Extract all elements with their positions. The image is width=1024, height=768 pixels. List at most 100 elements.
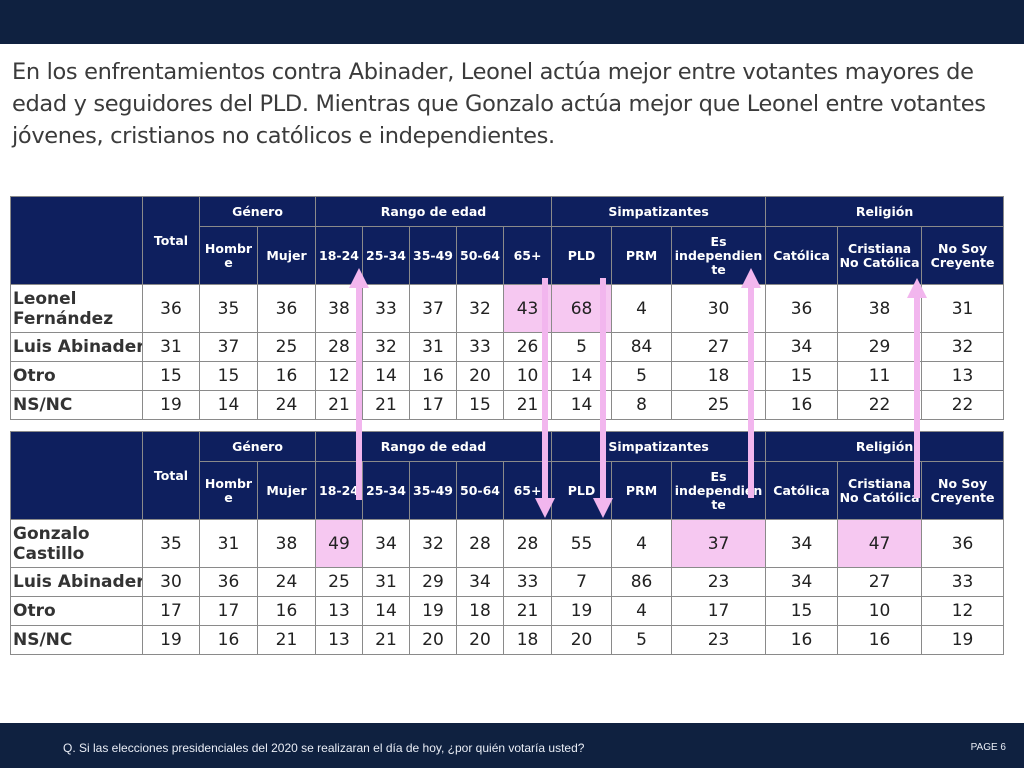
- header-col-50-64: 50-64: [456, 461, 504, 520]
- highlighted-cell: 37: [671, 519, 767, 568]
- table-cell: 34: [765, 519, 839, 568]
- header-col-prm: PRM: [611, 461, 673, 520]
- table-cell: 4: [611, 596, 673, 626]
- table-cell: 15: [456, 390, 504, 420]
- header-corner: [10, 431, 143, 520]
- header-corner: [10, 196, 143, 285]
- table-cell: 32: [362, 332, 410, 362]
- table-cell: 7: [551, 567, 613, 597]
- table-cell: 16: [199, 625, 258, 655]
- table-cell: 25: [257, 332, 316, 362]
- table-cell: 23: [671, 567, 767, 597]
- table-cell: 32: [456, 284, 504, 333]
- table-cell: 28: [502, 519, 553, 568]
- table-cell: 17: [199, 596, 258, 626]
- highlighted-cell: 49: [315, 519, 363, 568]
- bottom-banner: [0, 723, 1024, 768]
- header-col-mujer: Mujer: [257, 226, 316, 285]
- table-cell: 31: [921, 284, 1005, 333]
- row-label: Leonel Fernández: [10, 284, 143, 333]
- header-total: Total: [142, 431, 200, 520]
- table-cell: 27: [671, 332, 767, 362]
- table-cell: 17: [409, 390, 457, 420]
- header-col-pld: PLD: [551, 226, 613, 285]
- table-cell: 36: [142, 284, 200, 333]
- table-cell: 16: [765, 390, 839, 420]
- table-cell: 15: [765, 596, 839, 626]
- table-row: Leonel Fernández 36 35 36 38 33 37 32 43…: [10, 284, 1005, 333]
- table-cell: 31: [362, 567, 410, 597]
- header-total: Total: [142, 196, 200, 285]
- highlighted-cell: 43: [502, 284, 553, 333]
- table-cell: 20: [409, 625, 457, 655]
- table-cell: 13: [921, 361, 1005, 391]
- table-cell: 20: [551, 625, 613, 655]
- table-cell: 31: [142, 332, 200, 362]
- header-col-pld: PLD: [551, 461, 613, 520]
- table-cell: 26: [502, 332, 553, 362]
- table-cell: 16: [257, 361, 316, 391]
- row-label: Otro: [10, 361, 143, 391]
- table-cell: 18: [671, 361, 767, 391]
- header-group-genero: Género: [199, 431, 316, 462]
- top-banner: [0, 0, 1024, 44]
- header-col-35-49: 35-49: [409, 461, 457, 520]
- header-col-50-64: 50-64: [456, 226, 504, 285]
- table-cell: 20: [456, 625, 504, 655]
- row-label: NS/NC: [10, 625, 143, 655]
- table-row: Luis Abinader 30 36 24 25 31 29 34 33 7 …: [10, 567, 1005, 597]
- header-col-catolica: Católica: [765, 461, 839, 520]
- header-group-genero: Género: [199, 196, 316, 227]
- table-cell: 35: [142, 519, 200, 568]
- row-label: Luis Abinader: [10, 567, 143, 597]
- table-cell: 36: [199, 567, 258, 597]
- table-cell: 5: [551, 332, 613, 362]
- table-cell: 29: [837, 332, 923, 362]
- table-cell: 33: [502, 567, 553, 597]
- table-cell: 14: [551, 361, 613, 391]
- table-cell: 19: [142, 390, 200, 420]
- table-cell: 31: [409, 332, 457, 362]
- table-cell: 4: [611, 519, 673, 568]
- table-cell: 32: [921, 332, 1005, 362]
- table-cell: 27: [837, 567, 923, 597]
- row-label: Gonzalo Castillo: [10, 519, 143, 568]
- table-cell: 14: [551, 390, 613, 420]
- table-cell: 34: [456, 567, 504, 597]
- header-group-religion: Religión: [765, 196, 1005, 227]
- header-col-25-34: 25-34: [362, 461, 410, 520]
- table-cell: 21: [502, 596, 553, 626]
- header-group-edad: Rango de edad: [314, 431, 553, 462]
- header-col-65plus: 65+: [502, 461, 553, 520]
- header-col-prm: PRM: [611, 226, 673, 285]
- table-cell: 20: [456, 361, 504, 391]
- slide-title: En los enfrentamientos contra Abinader, …: [12, 59, 986, 149]
- table-cell: 22: [921, 390, 1005, 420]
- table-cell: 15: [199, 361, 258, 391]
- row-label: NS/NC: [10, 390, 143, 420]
- table-cell: 13: [315, 596, 363, 626]
- table-cell: 24: [257, 567, 316, 597]
- table-cell: 84: [611, 332, 673, 362]
- table-cell: 17: [142, 596, 200, 626]
- header-group-religion: Religión: [765, 431, 1005, 462]
- header-group-simpatizantes: Simpatizantes: [551, 196, 767, 227]
- table-cell: 14: [362, 596, 410, 626]
- table-cell: 38: [257, 519, 316, 568]
- table-cell: 35: [199, 284, 258, 333]
- header-col-hombre: Hombr e: [199, 226, 258, 285]
- table-cell: 22: [837, 390, 923, 420]
- table-cell: 32: [409, 519, 457, 568]
- table-cell: 14: [362, 361, 410, 391]
- table-cell: 18: [456, 596, 504, 626]
- table-row: NS/NC 19 14 24 21 21 17 15 21 14 8 25 16…: [10, 390, 1005, 420]
- table-cell: 33: [362, 284, 410, 333]
- table-cell: 10: [502, 361, 553, 391]
- table-cell: 10: [837, 596, 923, 626]
- table-cell: 8: [611, 390, 673, 420]
- highlighted-cell: 47: [837, 519, 923, 568]
- header-col-no-creyente: No Soy Creyente: [921, 461, 1005, 520]
- table-cell: 12: [315, 361, 363, 391]
- table-cell: 4: [611, 284, 673, 333]
- table-cell: 16: [257, 596, 316, 626]
